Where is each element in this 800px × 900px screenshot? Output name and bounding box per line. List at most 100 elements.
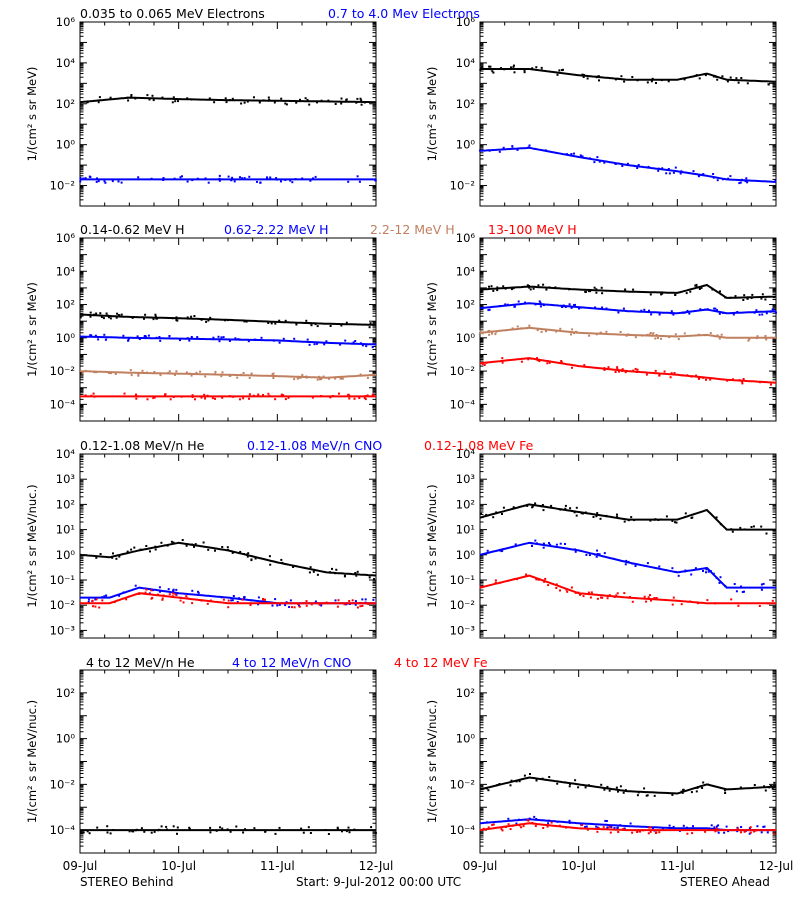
data-point [322, 375, 325, 378]
data-point [95, 312, 98, 315]
data-point [88, 832, 91, 835]
data-point [638, 830, 641, 833]
data-point [292, 566, 295, 568]
data-point [94, 605, 97, 608]
data-point [699, 308, 702, 311]
data-point [737, 604, 740, 607]
data-point [696, 602, 699, 605]
data-point [242, 372, 245, 374]
data-point [740, 831, 742, 834]
data-point [577, 591, 580, 594]
data-point [335, 568, 338, 571]
data-point [556, 782, 559, 785]
data-point [598, 79, 600, 82]
data-point [293, 378, 296, 381]
data-point [194, 398, 196, 401]
data-point [746, 181, 749, 184]
data-point [199, 370, 202, 373]
data-point [295, 101, 298, 104]
data-point [700, 286, 703, 289]
data-point [151, 94, 154, 97]
data-point [91, 599, 94, 602]
data-point [603, 788, 606, 791]
data-point [654, 518, 657, 521]
data-point [530, 542, 533, 545]
data-point [636, 79, 639, 82]
data-point [133, 546, 136, 549]
data-point [276, 178, 279, 181]
data-point [200, 318, 203, 321]
data-point [220, 596, 223, 599]
data-point [153, 371, 156, 373]
y-tick-label: 10⁻⁴ [50, 823, 76, 837]
data-point [715, 825, 718, 828]
data-point [721, 75, 724, 78]
data-point [98, 606, 101, 609]
data-point [775, 311, 777, 314]
data-point [605, 330, 608, 333]
data-point [516, 148, 519, 151]
data-point [656, 337, 659, 339]
data-point [207, 548, 210, 551]
data-point [743, 294, 746, 297]
data-point [141, 592, 144, 595]
y-tick-label: 10² [56, 298, 75, 312]
data-point [288, 606, 291, 608]
data-point [161, 598, 164, 601]
data-point [603, 161, 606, 164]
data-point [601, 596, 604, 599]
data-point [683, 78, 686, 81]
data-point [743, 590, 745, 593]
data-point [226, 319, 229, 322]
data-point [695, 790, 698, 793]
data-point [241, 177, 244, 180]
data-point [130, 94, 133, 96]
data-point [232, 395, 235, 398]
data-point [197, 590, 199, 593]
data-point [565, 153, 568, 156]
data-point [269, 563, 272, 566]
data-point [218, 177, 221, 180]
data-point [202, 541, 205, 544]
series-line [480, 68, 777, 83]
data-point [772, 82, 775, 85]
data-point [730, 598, 733, 601]
y-tick-label: 10⁻² [50, 777, 75, 791]
data-point [523, 774, 526, 777]
data-point [574, 779, 577, 782]
data-point [487, 826, 490, 829]
y-tick-label: 10⁻² [450, 598, 475, 612]
y-tick-label: 10⁶ [56, 15, 76, 29]
data-point [122, 334, 125, 337]
data-point [714, 602, 716, 605]
data-point [171, 101, 174, 104]
legend-entry: 4 to 12 MeV/n CNO [232, 655, 352, 670]
data-point [547, 822, 550, 825]
data-point [274, 832, 277, 835]
y-tick-label: 10⁻⁴ [50, 397, 76, 411]
data-point [243, 177, 246, 180]
data-point [126, 550, 129, 553]
y-tick-label: 10⁰ [456, 548, 476, 562]
data-point [616, 513, 618, 516]
data-point [564, 543, 566, 545]
data-point [589, 290, 592, 293]
data-point [95, 598, 98, 601]
data-point [544, 577, 547, 580]
data-point [364, 398, 367, 401]
data-point [595, 555, 598, 558]
data-point [616, 367, 619, 370]
data-point [596, 597, 599, 600]
data-point [756, 335, 759, 338]
data-point [154, 315, 157, 318]
data-point [629, 596, 631, 598]
data-point [259, 600, 261, 603]
data-point [565, 826, 568, 829]
data-point [606, 826, 609, 829]
data-point [250, 558, 253, 561]
data-point [291, 606, 293, 609]
data-point [301, 373, 304, 376]
data-point [559, 327, 562, 330]
data-point [697, 377, 700, 380]
